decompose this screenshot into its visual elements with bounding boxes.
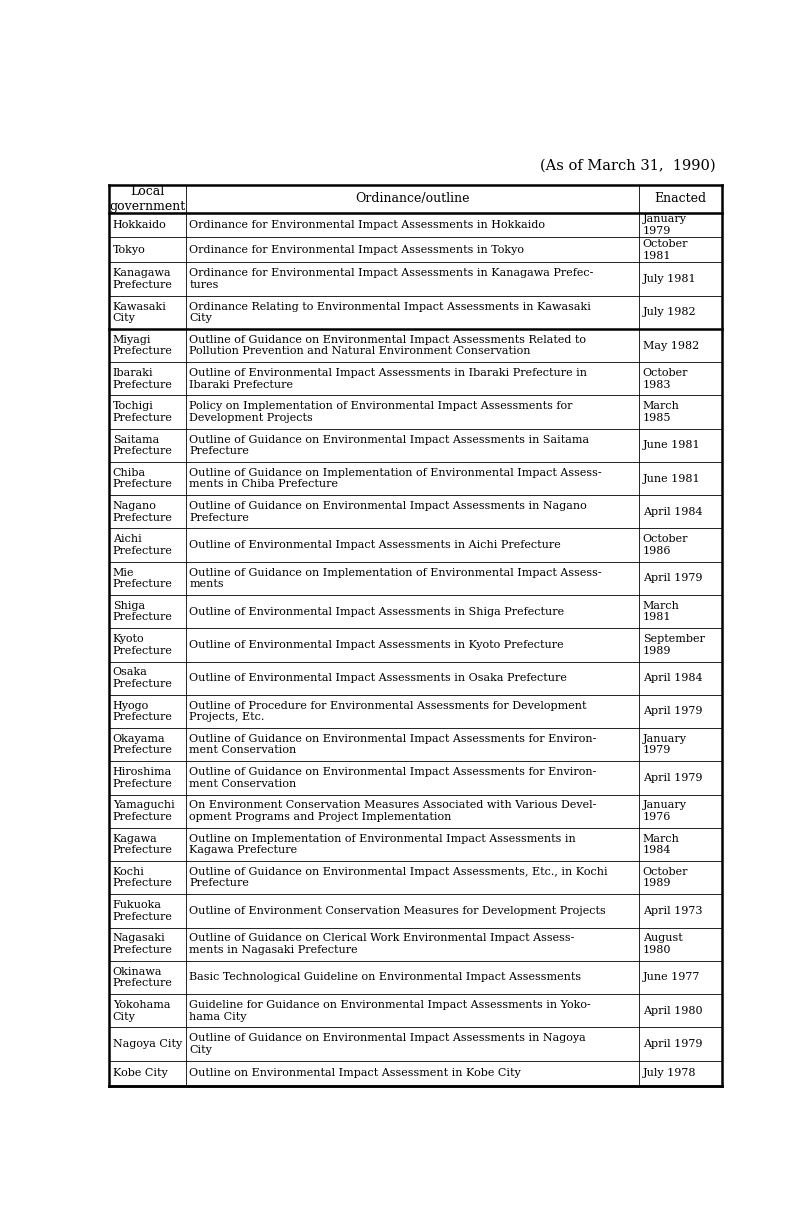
Text: April 1984: April 1984 — [642, 674, 702, 684]
Text: Outline on Implementation of Environmental Impact Assessments in
Kagawa Prefectu: Outline on Implementation of Environment… — [190, 834, 576, 855]
Text: June 1981: June 1981 — [642, 474, 701, 484]
Text: Outline of Guidance on Environmental Impact Assessments in Saitama
Prefecture: Outline of Guidance on Environmental Imp… — [190, 435, 590, 456]
Text: Fukuoka
Prefecture: Fukuoka Prefecture — [113, 900, 173, 921]
Text: Outline of Guidance on Environmental Impact Assessments in Nagano
Prefecture: Outline of Guidance on Environmental Imp… — [190, 501, 587, 523]
Text: April 1979: April 1979 — [642, 573, 702, 583]
Text: Outline of Guidance on Environmental Impact Assessments for Environ-
ment Conser: Outline of Guidance on Environmental Imp… — [190, 767, 597, 789]
Text: January
1979: January 1979 — [642, 214, 687, 236]
Text: Outline of Guidance on Clerical Work Environmental Impact Assess-
ments in Nagas: Outline of Guidance on Clerical Work Env… — [190, 933, 575, 956]
Text: Kagawa
Prefecture: Kagawa Prefecture — [113, 834, 173, 855]
Text: Kyoto
Prefecture: Kyoto Prefecture — [113, 635, 173, 655]
Text: (As of March 31,  1990): (As of March 31, 1990) — [540, 158, 716, 173]
Text: April 1984: April 1984 — [642, 507, 702, 517]
Text: Enacted: Enacted — [654, 192, 706, 205]
Text: Nagano
Prefecture: Nagano Prefecture — [113, 501, 173, 523]
Text: October
1981: October 1981 — [642, 239, 689, 261]
Text: October
1986: October 1986 — [642, 534, 689, 556]
Text: Aichi
Prefecture: Aichi Prefecture — [113, 534, 173, 556]
Text: Policy on Implementation of Environmental Impact Assessments for
Development Pro: Policy on Implementation of Environmenta… — [190, 402, 573, 423]
Text: Outline on Environmental Impact Assessment in Kobe City: Outline on Environmental Impact Assessme… — [190, 1068, 521, 1078]
Text: Okinawa
Prefecture: Okinawa Prefecture — [113, 967, 173, 989]
Text: Yamaguchi
Prefecture: Yamaguchi Prefecture — [113, 800, 174, 822]
Text: April 1979: April 1979 — [642, 1039, 702, 1049]
Text: Outline of Environmental Impact Assessments in Osaka Prefecture: Outline of Environmental Impact Assessme… — [190, 674, 567, 684]
Text: Outline of Guidance on Implementation of Environmental Impact Assess-
ments: Outline of Guidance on Implementation of… — [190, 567, 602, 589]
Text: May 1982: May 1982 — [642, 341, 699, 350]
Text: Local
government: Local government — [109, 185, 186, 213]
Text: Chiba
Prefecture: Chiba Prefecture — [113, 468, 173, 490]
Text: March
1981: March 1981 — [642, 600, 680, 622]
Text: June 1977: June 1977 — [642, 973, 700, 982]
Text: January
1979: January 1979 — [642, 734, 687, 756]
Text: Miyagi
Prefecture: Miyagi Prefecture — [113, 334, 173, 356]
Text: Ordinance/outline: Ordinance/outline — [355, 192, 470, 205]
Text: Ordinance for Environmental Impact Assessments in Tokyo: Ordinance for Environmental Impact Asses… — [190, 245, 525, 255]
Text: Ordinance for Environmental Impact Assessments in Hokkaido: Ordinance for Environmental Impact Asses… — [190, 220, 545, 230]
Text: Ordinance Relating to Environmental Impact Assessments in Kawasaki
City: Ordinance Relating to Environmental Impa… — [190, 301, 591, 323]
Text: Hokkaido: Hokkaido — [113, 220, 166, 230]
Text: April 1979: April 1979 — [642, 773, 702, 783]
Text: Outline of Environmental Impact Assessments in Kyoto Prefecture: Outline of Environmental Impact Assessme… — [190, 639, 564, 650]
Text: August
1980: August 1980 — [642, 933, 682, 956]
Text: Kochi
Prefecture: Kochi Prefecture — [113, 867, 173, 888]
Text: Outline of Environmental Impact Assessments in Shiga Prefecture: Outline of Environmental Impact Assessme… — [190, 606, 564, 616]
Text: Kanagawa
Prefecture: Kanagawa Prefecture — [113, 268, 173, 290]
Text: Hiroshima
Prefecture: Hiroshima Prefecture — [113, 767, 173, 789]
Text: Osaka
Prefecture: Osaka Prefecture — [113, 668, 173, 688]
Text: July 1981: July 1981 — [642, 274, 697, 284]
Text: Tokyo: Tokyo — [113, 245, 145, 255]
Text: Kobe City: Kobe City — [113, 1068, 167, 1078]
Text: June 1981: June 1981 — [642, 440, 701, 451]
Text: Outline of Procedure for Environmental Assessments for Development
Projects, Etc: Outline of Procedure for Environmental A… — [190, 701, 587, 723]
Text: April 1980: April 1980 — [642, 1006, 702, 1016]
Text: Outline of Environment Conservation Measures for Development Projects: Outline of Environment Conservation Meas… — [190, 906, 606, 916]
Text: April 1973: April 1973 — [642, 906, 702, 916]
Text: Tochigi
Prefecture: Tochigi Prefecture — [113, 402, 173, 423]
Text: Guideline for Guidance on Environmental Impact Assessments in Yoko-
hama City: Guideline for Guidance on Environmental … — [190, 1000, 591, 1022]
Text: Yokohama
City: Yokohama City — [113, 1000, 170, 1022]
Text: Saitama
Prefecture: Saitama Prefecture — [113, 435, 173, 456]
Text: January
1976: January 1976 — [642, 800, 687, 822]
Text: Outline of Guidance on Environmental Impact Assessments for Environ-
ment Conser: Outline of Guidance on Environmental Imp… — [190, 734, 597, 756]
Text: September
1989: September 1989 — [642, 635, 705, 655]
Text: Basic Technological Guideline on Environmental Impact Assessments: Basic Technological Guideline on Environ… — [190, 973, 581, 982]
Text: Mie
Prefecture: Mie Prefecture — [113, 567, 173, 589]
Text: Nagoya City: Nagoya City — [113, 1039, 182, 1049]
Text: April 1979: April 1979 — [642, 707, 702, 717]
Text: Ibaraki
Prefecture: Ibaraki Prefecture — [113, 368, 173, 390]
Text: July 1982: July 1982 — [642, 307, 697, 317]
Text: Shiga
Prefecture: Shiga Prefecture — [113, 600, 173, 622]
Text: Kawasaki
City: Kawasaki City — [113, 301, 166, 323]
Text: Hyogo
Prefecture: Hyogo Prefecture — [113, 701, 173, 723]
Text: Nagasaki
Prefecture: Nagasaki Prefecture — [113, 933, 173, 956]
Text: Outline of Guidance on Environmental Impact Assessments, Etc., in Kochi
Prefectu: Outline of Guidance on Environmental Imp… — [190, 867, 608, 888]
Text: October
1989: October 1989 — [642, 867, 689, 888]
Text: March
1985: March 1985 — [642, 402, 680, 423]
Text: March
1984: March 1984 — [642, 834, 680, 855]
Text: Outline of Guidance on Environmental Impact Assessments in Nagoya
City: Outline of Guidance on Environmental Imp… — [190, 1033, 586, 1055]
Text: Okayama
Prefecture: Okayama Prefecture — [113, 734, 173, 756]
Text: On Environment Conservation Measures Associated with Various Devel-
opment Progr: On Environment Conservation Measures Ass… — [190, 800, 597, 822]
Text: Outline of Environmental Impact Assessments in Ibaraki Prefecture in
Ibaraki Pre: Outline of Environmental Impact Assessme… — [190, 368, 587, 390]
Text: Ordinance for Environmental Impact Assessments in Kanagawa Prefec-
tures: Ordinance for Environmental Impact Asses… — [190, 268, 594, 290]
Text: Outline of Environmental Impact Assessments in Aichi Prefecture: Outline of Environmental Impact Assessme… — [190, 540, 561, 550]
Text: Outline of Guidance on Environmental Impact Assessments Related to
Pollution Pre: Outline of Guidance on Environmental Imp… — [190, 334, 586, 356]
Text: October
1983: October 1983 — [642, 368, 689, 390]
Text: Outline of Guidance on Implementation of Environmental Impact Assess-
ments in C: Outline of Guidance on Implementation of… — [190, 468, 602, 490]
Text: July 1978: July 1978 — [642, 1068, 696, 1078]
